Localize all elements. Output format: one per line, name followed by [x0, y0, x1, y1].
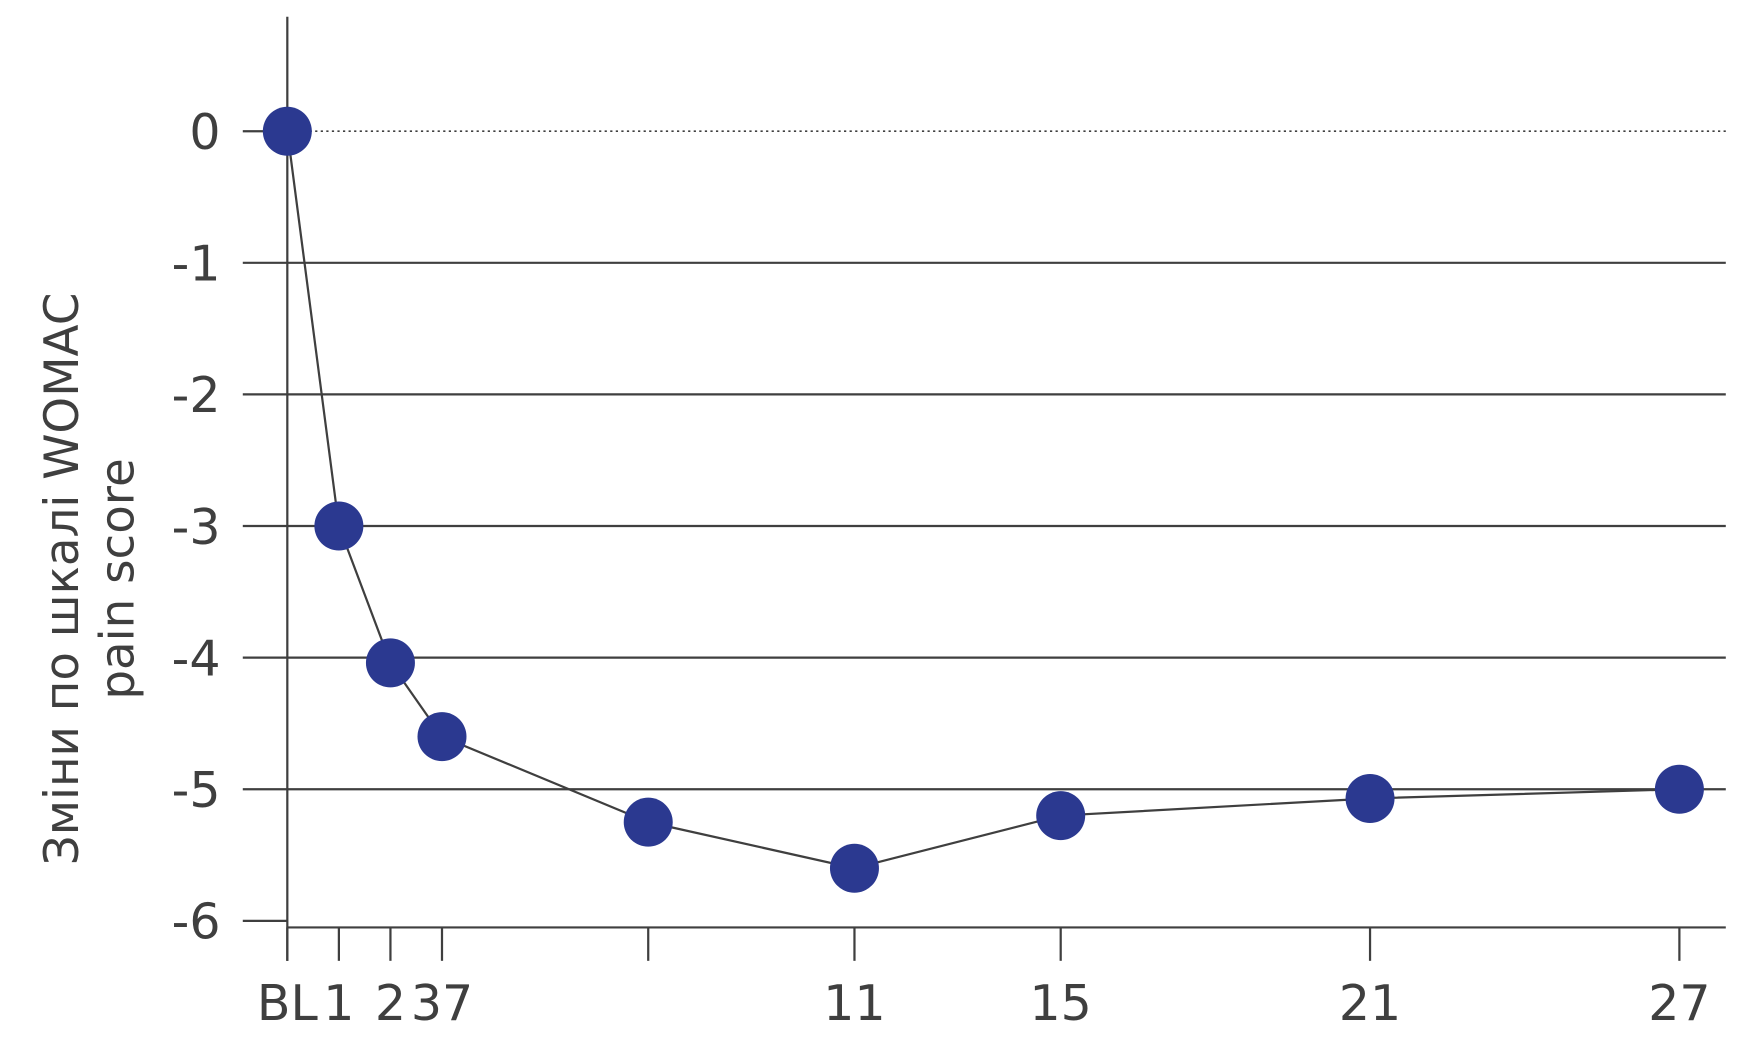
point — [1036, 791, 1086, 841]
x-tick-label: 15 — [1030, 975, 1092, 1032]
x-tick-label: BL — [257, 975, 319, 1032]
x-tick-label: 2 — [375, 975, 406, 1032]
x-tick-label: 11 — [823, 975, 885, 1032]
point — [262, 106, 312, 156]
x-tick-label: 1 — [323, 975, 354, 1032]
y-tick-label: -1 — [172, 236, 221, 293]
y-axis-title-line: pain score — [92, 458, 146, 699]
y-axis-title: Зміни по шкалі WOMAC pain score — [36, 293, 146, 866]
y-tick-label: -2 — [172, 367, 221, 424]
y-tick-label: -5 — [172, 762, 221, 819]
series-line — [286, 131, 1680, 870]
y-axis-title-line: Зміни по шкалі WOMAC — [36, 293, 90, 866]
y-tick-label: -6 — [172, 894, 221, 951]
point — [365, 638, 415, 688]
y-tick-label: 0 — [189, 104, 220, 161]
point — [1654, 764, 1704, 814]
y-tick-label: -4 — [172, 630, 221, 687]
x-tick-label: 21 — [1339, 975, 1401, 1032]
point — [314, 501, 364, 551]
point — [829, 843, 879, 893]
x-tick-label: 27 — [1648, 975, 1710, 1032]
point — [623, 797, 673, 847]
y-tick-label: -3 — [172, 499, 221, 556]
point — [1345, 773, 1395, 823]
x-tick-label: 37 — [411, 975, 473, 1032]
point — [417, 712, 467, 762]
